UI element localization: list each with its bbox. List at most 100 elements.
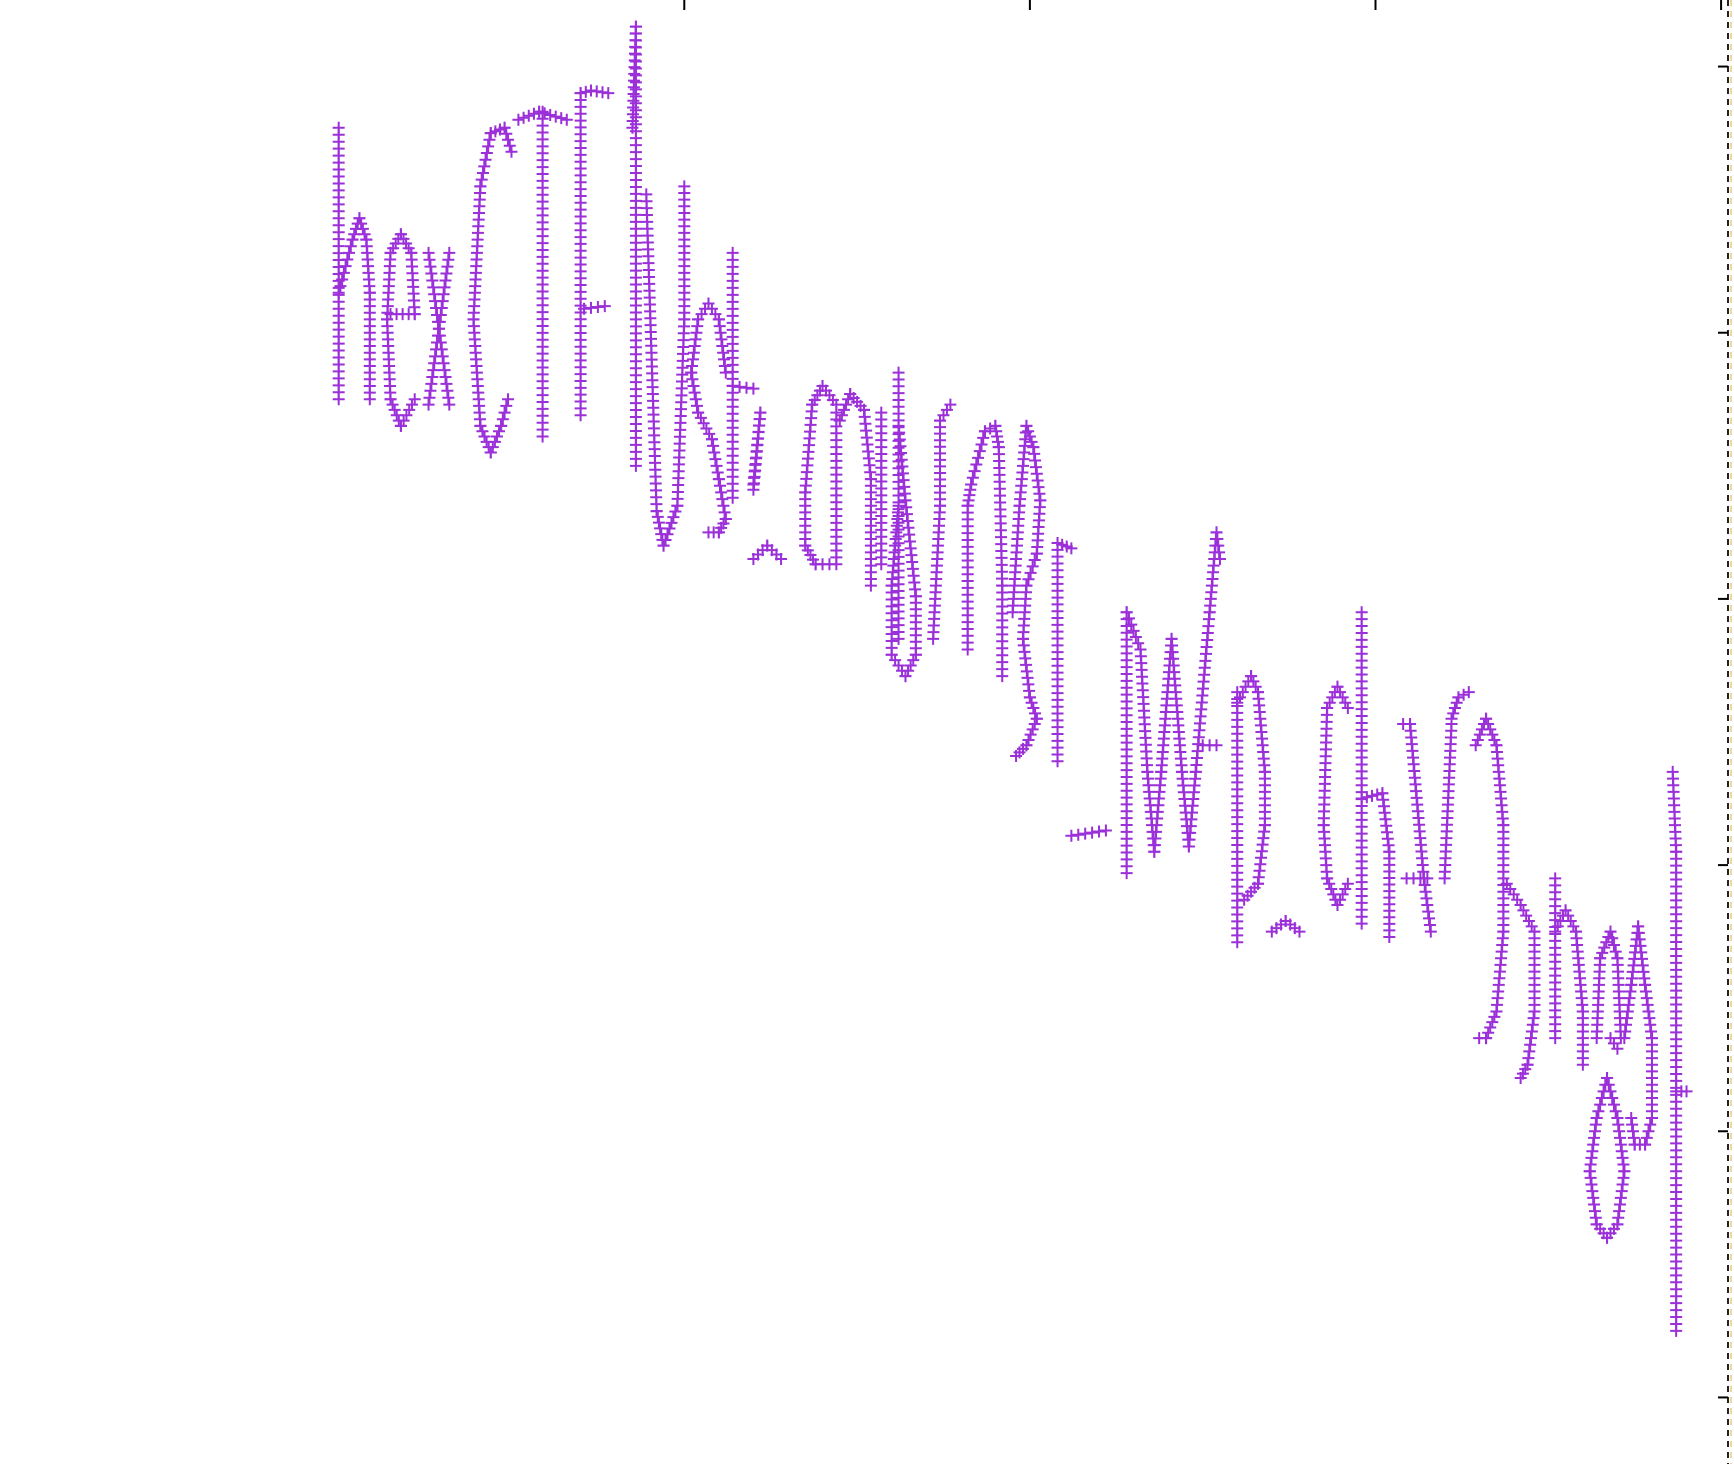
data-point (1028, 718, 1041, 731)
data-point (394, 419, 407, 432)
data-point (1450, 696, 1463, 709)
data-point (1022, 425, 1035, 438)
data-point (1490, 1005, 1503, 1018)
data-point (892, 632, 905, 645)
data-point (502, 393, 515, 406)
data-point (1030, 712, 1043, 725)
data-point (1336, 691, 1349, 704)
data-point (358, 228, 371, 241)
data-point (1551, 920, 1564, 933)
data-point (669, 505, 682, 518)
data-point (978, 425, 991, 438)
data-point (864, 579, 877, 592)
data-point (1238, 893, 1251, 906)
data-point (1065, 829, 1078, 842)
data-point (1609, 1105, 1622, 1118)
data-point (657, 539, 670, 552)
x-axis-ticks (683, 0, 1723, 10)
data-point (505, 145, 518, 158)
data-point (1321, 872, 1334, 885)
data-point (966, 471, 979, 484)
y-axis-ticks (1718, 65, 1728, 1399)
data-point (909, 648, 922, 661)
data-point (574, 87, 587, 100)
data-point (1093, 825, 1106, 838)
data-point (665, 516, 678, 529)
data-point (1596, 946, 1609, 959)
data-point (386, 398, 399, 411)
data-point (1680, 1085, 1693, 1098)
data-point (343, 246, 356, 259)
data-point (1366, 789, 1379, 802)
data-point (479, 153, 492, 166)
data-point (483, 133, 496, 146)
data-point (875, 406, 888, 419)
data-point (707, 439, 720, 452)
data-point (973, 445, 986, 458)
data-point (965, 478, 978, 491)
data-point (690, 399, 703, 412)
data-point (705, 433, 718, 446)
data-point (496, 413, 509, 426)
data-point (984, 422, 997, 435)
data-point (334, 280, 347, 293)
data-point (598, 300, 611, 313)
data-point (703, 427, 716, 440)
data-point (702, 526, 715, 539)
data-point (709, 453, 722, 466)
data-point (651, 510, 664, 523)
data-point (344, 240, 357, 253)
data-point (661, 528, 674, 541)
data-point (1640, 1131, 1653, 1144)
data-point (1606, 1092, 1619, 1104)
data-point (685, 366, 698, 379)
data-point (1231, 696, 1244, 709)
data-point (1607, 1098, 1620, 1111)
data-point (1371, 788, 1384, 801)
data-point (667, 511, 680, 524)
data-point (355, 217, 368, 230)
data-point (907, 654, 920, 667)
data-point (337, 266, 350, 279)
data-point (1023, 691, 1036, 704)
data-point (493, 425, 506, 438)
data-point (1601, 1072, 1614, 1085)
data-point (405, 398, 418, 411)
data-point (1072, 828, 1085, 841)
data-point (775, 552, 788, 565)
data-point (1576, 1058, 1589, 1071)
data-point (1334, 893, 1347, 906)
data-point (659, 533, 672, 546)
data-point (478, 160, 491, 173)
data-point (1129, 631, 1142, 644)
data-point (1424, 925, 1437, 938)
data-point (840, 398, 853, 411)
data-point (1024, 566, 1037, 579)
data-point (1234, 691, 1247, 704)
data-point (1249, 680, 1262, 693)
data-point (1670, 1324, 1683, 1337)
data-point (495, 419, 508, 432)
data-point (1564, 914, 1577, 927)
data-point (1607, 938, 1620, 951)
data-point (678, 180, 691, 193)
data-point (830, 406, 843, 419)
data-point (892, 499, 905, 512)
data-point (694, 411, 707, 424)
data-point (538, 107, 551, 120)
data-point (1331, 680, 1344, 693)
data-point (1457, 688, 1470, 701)
data-point (1482, 718, 1495, 731)
data-point (478, 430, 491, 443)
data-point (1383, 930, 1396, 943)
data-point (715, 486, 728, 499)
data-point (1027, 702, 1040, 715)
data-point (1514, 899, 1527, 912)
data-point (1522, 914, 1535, 927)
data-point (1341, 877, 1354, 890)
data-point (1339, 696, 1352, 709)
data-point (1611, 1042, 1624, 1055)
data-point (1606, 932, 1619, 945)
data-point (512, 113, 525, 126)
